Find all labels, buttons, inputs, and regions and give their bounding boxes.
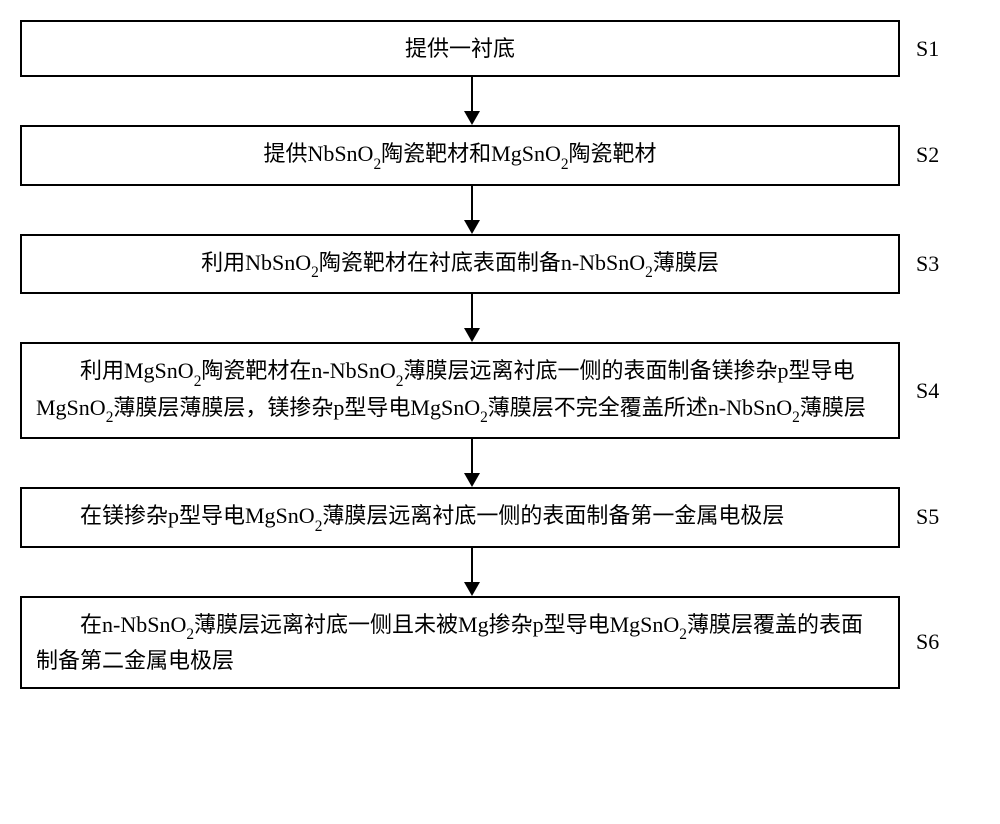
connector-line xyxy=(471,77,473,111)
step-row-S5: 在镁掺杂p型导电MgSnO2薄膜层远离衬底一侧的表面制备第一金属电极层 S5 xyxy=(20,487,980,548)
step-label-S4: S4 xyxy=(916,378,956,404)
step-row-S1: 提供一衬底 S1 xyxy=(20,20,980,77)
arrowhead-icon xyxy=(464,473,480,487)
connector-S5-to-S6 xyxy=(464,548,480,596)
flowchart: 提供一衬底 S1 提供NbSnO2陶瓷靶材和MgSnO2陶瓷靶材 S2 利用NbSnO2… xyxy=(20,20,980,689)
arrowhead-icon xyxy=(464,328,480,342)
step-label-S2: S2 xyxy=(916,142,956,168)
step-box-S5: 在镁掺杂p型导电MgSnO2薄膜层远离衬底一侧的表面制备第一金属电极层 xyxy=(20,487,900,548)
step-label-S6: S6 xyxy=(916,629,956,655)
connector-S2-to-S3 xyxy=(464,186,480,234)
connector-S4-to-S5 xyxy=(464,439,480,487)
step-box-S6: 在n-NbSnO2薄膜层远离衬底一侧且未被Mg掺杂p型导电MgSnO2薄膜层覆盖… xyxy=(20,596,900,690)
arrowhead-icon xyxy=(464,111,480,125)
step-label-S3: S3 xyxy=(916,251,956,277)
step-row-S4: 利用MgSnO2陶瓷靶材在n-NbSnO2薄膜层远离衬底一侧的表面制备镁掺杂p型… xyxy=(20,342,980,439)
connector-line xyxy=(471,186,473,220)
connector-line xyxy=(471,439,473,473)
arrowhead-icon xyxy=(464,582,480,596)
step-box-S1: 提供一衬底 xyxy=(20,20,900,77)
arrowhead-icon xyxy=(464,220,480,234)
connector-line xyxy=(471,294,473,328)
step-box-S2: 提供NbSnO2陶瓷靶材和MgSnO2陶瓷靶材 xyxy=(20,125,900,186)
step-row-S2: 提供NbSnO2陶瓷靶材和MgSnO2陶瓷靶材 S2 xyxy=(20,125,980,186)
connector-S3-to-S4 xyxy=(464,294,480,342)
connector-S1-to-S2 xyxy=(464,77,480,125)
step-row-S3: 利用NbSnO2陶瓷靶材在衬底表面制备n-NbSnO2薄膜层 S3 xyxy=(20,234,980,295)
connector-line xyxy=(471,548,473,582)
step-label-S1: S1 xyxy=(916,36,956,62)
step-row-S6: 在n-NbSnO2薄膜层远离衬底一侧且未被Mg掺杂p型导电MgSnO2薄膜层覆盖… xyxy=(20,596,980,690)
step-box-S3: 利用NbSnO2陶瓷靶材在衬底表面制备n-NbSnO2薄膜层 xyxy=(20,234,900,295)
step-label-S5: S5 xyxy=(916,504,956,530)
step-box-S4: 利用MgSnO2陶瓷靶材在n-NbSnO2薄膜层远离衬底一侧的表面制备镁掺杂p型… xyxy=(20,342,900,439)
